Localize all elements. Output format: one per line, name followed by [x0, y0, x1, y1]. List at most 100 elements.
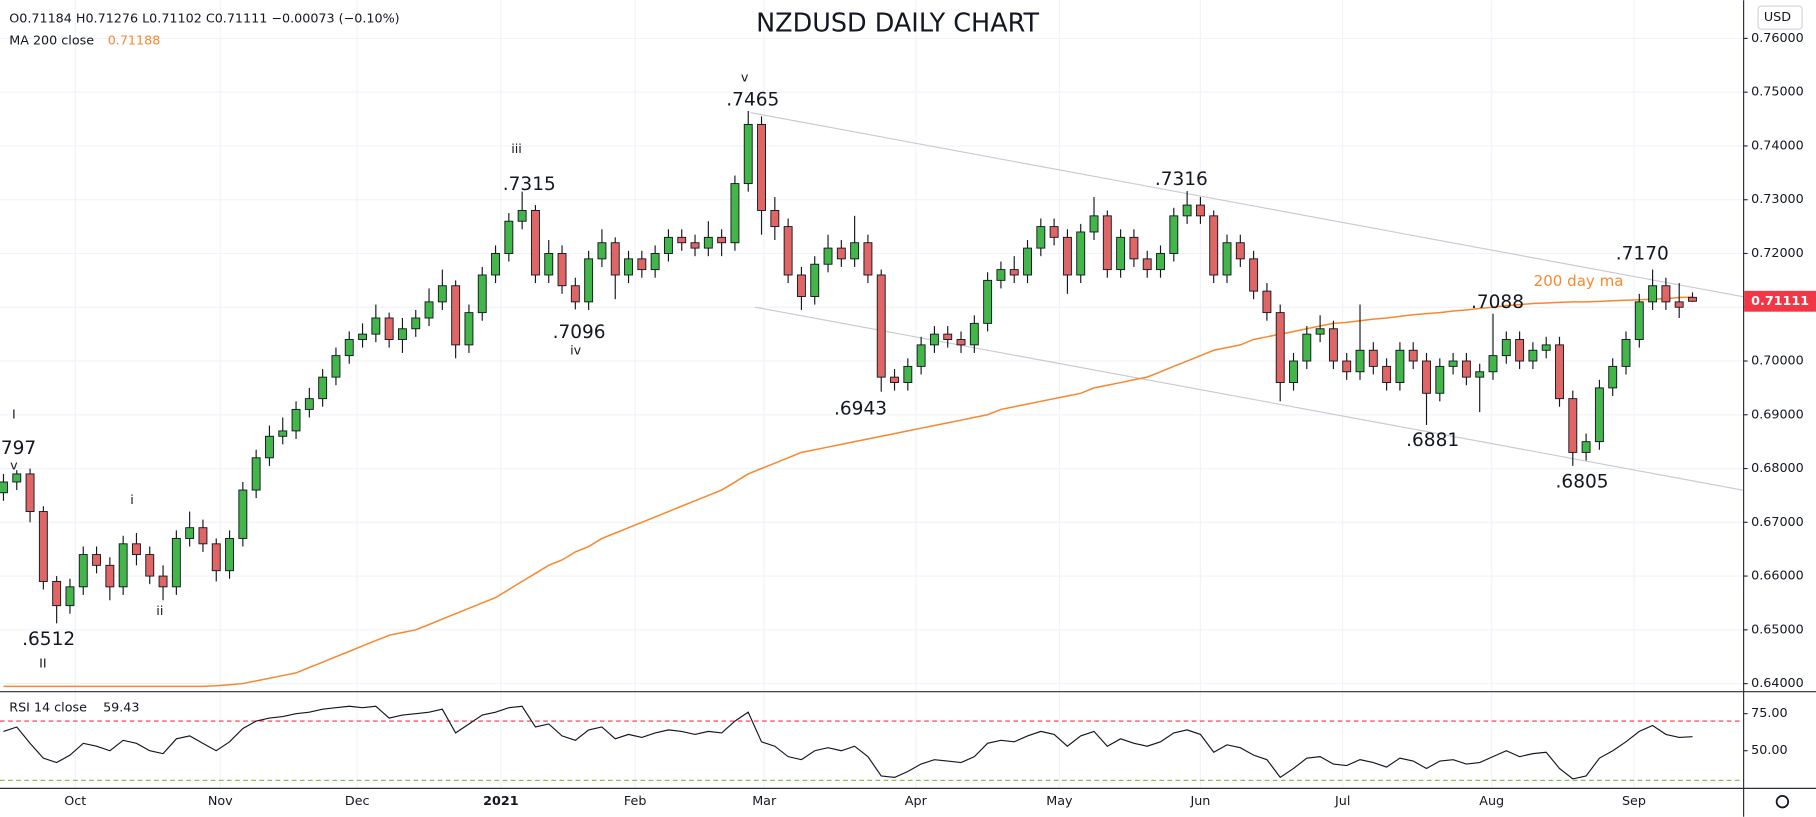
- candle-body: [903, 365, 913, 383]
- candle-body: [371, 317, 381, 335]
- x-tick-label: Dec: [345, 794, 370, 809]
- candle-body: [637, 258, 647, 271]
- candle-body: [1501, 339, 1511, 357]
- candle-body: [677, 236, 687, 244]
- trend-line: [755, 306, 1744, 491]
- candle-body: [929, 333, 939, 346]
- y-tick-label: 0.74000: [1751, 138, 1804, 153]
- candle-body: [823, 247, 833, 265]
- candle-body: [464, 312, 474, 346]
- candle-body: [1475, 371, 1485, 378]
- candle-body: [1541, 344, 1551, 351]
- candle-body: [145, 554, 155, 577]
- candle-body: [491, 253, 500, 276]
- y-tick-label: 0.67000: [1751, 515, 1804, 530]
- candle-body: [437, 285, 447, 303]
- candle-body: [12, 473, 22, 483]
- settings-icon[interactable]: [1775, 795, 1790, 809]
- candle-body: [331, 355, 341, 378]
- annotation: .7465: [726, 89, 779, 110]
- annotation: iv: [570, 344, 582, 359]
- candle-body: [544, 253, 554, 276]
- ma-line: [3, 296, 1693, 688]
- candle-body: [1129, 236, 1139, 260]
- candle-body: [118, 543, 128, 588]
- candle-body: [1169, 215, 1179, 254]
- annotation: .7096: [553, 322, 606, 343]
- ohlc-legend: O0.71184 H0.71276 L0.71102 C0.71111 −0.0…: [9, 11, 399, 26]
- annotation: .7170: [1616, 243, 1669, 264]
- candle-body: [1049, 226, 1059, 238]
- annotation: II: [39, 656, 47, 671]
- candle-body: [1674, 301, 1684, 308]
- candle-body: [1195, 204, 1205, 217]
- candle-body: [238, 489, 248, 539]
- candle-body: [1302, 333, 1312, 362]
- rsi-legend: RSI 14 close: [9, 700, 87, 715]
- candle-body: [1275, 312, 1285, 383]
- candle-body: [504, 220, 514, 254]
- candle-body: [1382, 365, 1392, 383]
- candle-body: [663, 236, 673, 254]
- annotations: .7465 v .7315 iii .7096 iv .6943 .7316 .…: [1, 70, 1669, 671]
- candle-body: [996, 269, 1006, 281]
- candle-body: [158, 575, 168, 588]
- y-tick-label: 0.68000: [1751, 461, 1804, 476]
- candle-body: [703, 236, 713, 249]
- candle-body: [624, 258, 633, 276]
- rsi-line: [3, 705, 1693, 780]
- candle-body: [876, 274, 886, 378]
- annotation: i: [130, 493, 134, 508]
- candle-body: [783, 226, 793, 276]
- candle-body: [1408, 349, 1418, 362]
- candle-body: [0, 481, 8, 494]
- currency-button[interactable]: [1757, 5, 1803, 30]
- candle-body: [171, 537, 181, 588]
- candle-body: [690, 242, 700, 249]
- candle-body: [1648, 285, 1658, 303]
- candle-body: [1289, 360, 1298, 383]
- y-tick-label: 50.00: [1751, 743, 1787, 758]
- candle-body: [1634, 301, 1644, 340]
- candle-body: [1062, 236, 1072, 276]
- candle-body: [1156, 253, 1165, 271]
- candle-body: [796, 274, 806, 297]
- candle-body: [38, 511, 48, 582]
- candle-body: [850, 242, 860, 260]
- annotation: 200 day ma: [1534, 272, 1624, 290]
- candle-body: [584, 258, 594, 303]
- candle-body: [344, 339, 354, 357]
- candle-body: [92, 554, 102, 566]
- x-tick-label: Apr: [905, 794, 928, 809]
- trend-line: [750, 112, 1744, 298]
- candle-body: [1448, 360, 1458, 367]
- candle-body: [1222, 242, 1232, 276]
- y-tick-label: 0.73000: [1751, 192, 1804, 207]
- candle-body: [890, 376, 899, 383]
- ma-legend: MA 200 close: [9, 33, 94, 48]
- candle-body: [969, 322, 979, 346]
- y-tick-label: 0.70000: [1751, 354, 1804, 369]
- y-tick-label: 0.64000: [1751, 676, 1804, 691]
- candle-body: [1315, 328, 1325, 335]
- candle-body: [770, 210, 780, 228]
- y-tick-label: 0.72000: [1751, 246, 1804, 261]
- candle-body: [1422, 360, 1431, 394]
- candle-body: [530, 210, 540, 276]
- ma-value: 0.71188: [108, 33, 161, 48]
- candle-body: [105, 564, 115, 588]
- candle-body: [717, 236, 727, 244]
- candle-body: [1621, 339, 1631, 367]
- annotation: ii: [156, 604, 163, 619]
- candle-body: [863, 242, 873, 276]
- candle-body: [1515, 339, 1525, 362]
- candle-body: [1568, 398, 1578, 453]
- candle-body: [384, 317, 394, 340]
- candle-body: [1262, 290, 1272, 314]
- annotation: .6881: [1406, 430, 1459, 451]
- candle-body: [1342, 360, 1352, 373]
- candle-body: [650, 253, 660, 271]
- candle-body: [1209, 215, 1219, 276]
- x-tick-label: Oct: [64, 794, 86, 809]
